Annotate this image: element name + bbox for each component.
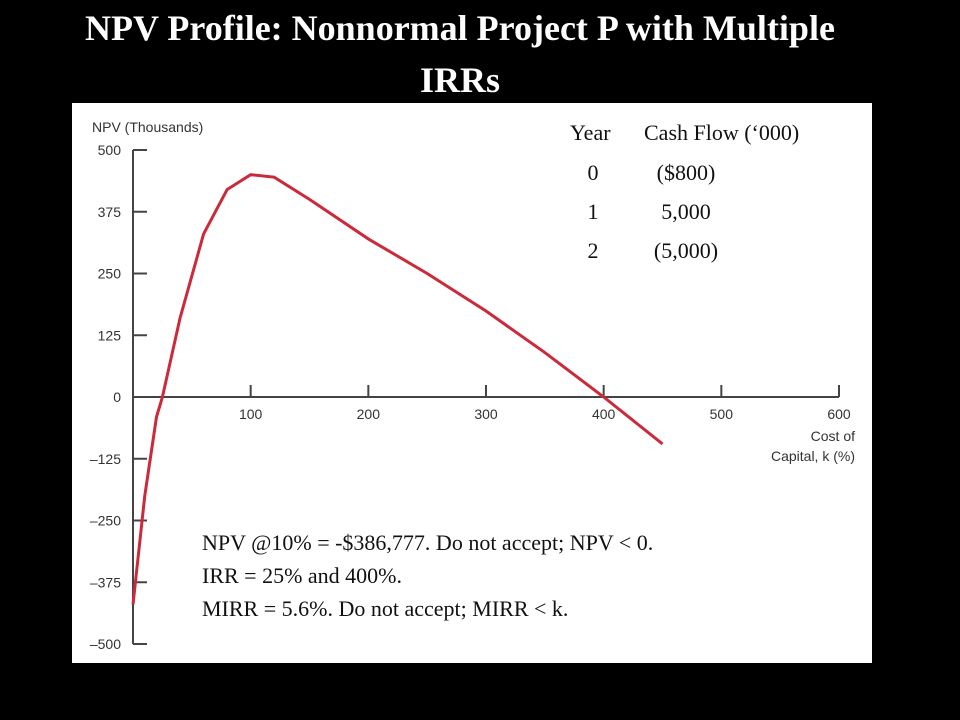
table-year: 1 bbox=[588, 199, 599, 224]
table-cash-flow: ($800) bbox=[657, 160, 716, 185]
y-axis-label: NPV (Thousands) bbox=[92, 119, 203, 135]
y-tick-label: 250 bbox=[98, 266, 122, 282]
note: NPV @10% = -$386,777. Do not accept; NPV… bbox=[202, 530, 653, 555]
x-tick-label: 200 bbox=[357, 406, 381, 422]
x-tick-label: 300 bbox=[474, 406, 498, 422]
table-year: 2 bbox=[588, 238, 599, 263]
y-tick-label: 500 bbox=[98, 142, 122, 158]
table-cash-flow: 5,000 bbox=[661, 199, 711, 224]
x-tick-label: 600 bbox=[827, 406, 851, 422]
x-tick-label: 500 bbox=[710, 406, 734, 422]
table-cash-flow: (5,000) bbox=[654, 238, 718, 263]
note: MIRR = 5.6%. Do not accept; MIRR < k. bbox=[202, 596, 568, 621]
chart-title: NPV Profile: Nonnormal Project P with Mu… bbox=[85, 8, 835, 100]
y-tick-label: 0 bbox=[113, 389, 121, 405]
y-tick-label: 125 bbox=[98, 327, 122, 343]
x-tick-label: 400 bbox=[592, 406, 616, 422]
y-tick-label: –250 bbox=[90, 513, 121, 529]
y-tick-label: –375 bbox=[90, 574, 121, 590]
x-axis-label: Cost of bbox=[811, 428, 855, 444]
x-axis-label: Capital, k (%) bbox=[771, 448, 855, 464]
table-header: Year bbox=[570, 120, 611, 145]
panel bbox=[72, 103, 872, 663]
table-header: Cash Flow (‘000) bbox=[644, 120, 799, 145]
note: IRR = 25% and 400%. bbox=[202, 563, 402, 588]
npv-curve bbox=[131, 173, 664, 605]
x-tick-label: 100 bbox=[239, 406, 263, 422]
y-tick-label: 375 bbox=[98, 204, 122, 220]
table-year: 0 bbox=[588, 160, 599, 185]
y-tick-label: –125 bbox=[90, 451, 121, 467]
y-tick-label: –500 bbox=[90, 636, 121, 652]
